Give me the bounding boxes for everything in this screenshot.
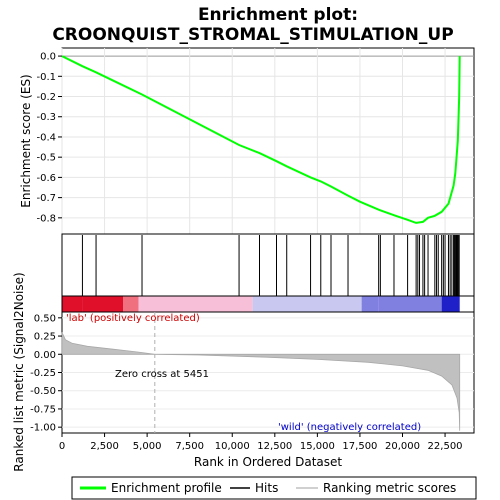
chart-title-line1: Enrichment plot: <box>198 5 358 25</box>
es-ytick-label: -0.6 <box>36 173 56 184</box>
ranked-ytick-label: 0.00 <box>34 350 56 361</box>
es-panel-gridlines <box>61 48 474 234</box>
es-ytick-label: 0.0 <box>40 52 56 63</box>
hits-group <box>81 235 460 296</box>
es-curve-group <box>61 55 461 224</box>
x-axis-ticks: 0 2,500 5,000 7,500 10,000 12,500 15,000 17,500… <box>59 433 463 452</box>
negative-correlation-label: 'wild' (negatively correlated) <box>278 422 421 433</box>
ranked-ytick-label: 0.25 <box>34 332 56 343</box>
ranked-panel-y-ticks: 0.50 0.25 0.00 -0.25 -0.50 -0.75 -1.00 <box>30 313 62 434</box>
x-tick-label: 22,500 <box>428 441 463 452</box>
hits-panel-frame <box>61 233 475 297</box>
legend-frame <box>71 476 477 500</box>
x-tick-label: 7,500 <box>175 441 204 452</box>
es-ytick-label: -0.2 <box>36 92 56 103</box>
x-tick-label: 17,500 <box>342 441 377 452</box>
x-tick-label: 0 <box>59 441 65 452</box>
ranked-ytick-label: 0.50 <box>34 313 56 324</box>
ranked-ytick-label: -1.00 <box>30 423 56 434</box>
x-tick-label: 10,000 <box>215 441 250 452</box>
ranked-ytick-label: -0.25 <box>30 368 56 379</box>
es-ytick-label: -0.7 <box>36 193 56 204</box>
es-ytick-label: -0.1 <box>36 72 56 83</box>
positive-correlation-label: 'lab' (positively correlated) <box>66 313 200 324</box>
ranked-metric-area <box>61 332 461 431</box>
legend-label-enrichment: Enrichment profile <box>111 481 222 495</box>
heatmap-segment <box>138 296 253 312</box>
rank-heatmap-bar <box>62 296 460 312</box>
chart-title-line2: CROONQUIST_STROMAL_STIMULATION_UP <box>52 25 453 45</box>
ranked-ytick-label: -0.50 <box>30 386 56 397</box>
heatmap-segment <box>378 296 442 312</box>
ranked-metric-area-path <box>61 332 461 431</box>
x-tick-label: 15,000 <box>300 441 335 452</box>
es-ytick-label: -0.5 <box>36 153 56 164</box>
heatmap-segment <box>123 296 139 312</box>
zero-cross-label: Zero cross at 5451 <box>115 369 209 380</box>
x-tick-label: 20,000 <box>385 441 420 452</box>
heatmap-segment <box>252 296 362 312</box>
es-ytick-label: -0.4 <box>36 132 56 143</box>
legend-label-ranking: Ranking metric scores <box>323 481 456 495</box>
x-axis-label: Rank in Ordered Dataset <box>194 455 342 469</box>
heatmap-segment <box>441 296 460 312</box>
es-ytick-label: -0.3 <box>36 112 56 123</box>
x-tick-label: 12,500 <box>257 441 292 452</box>
ranked-panel-ylabel: Ranked list metric (Signal2Noise) <box>12 272 26 471</box>
es-panel-ylabel: Enrichment score (ES) <box>19 74 33 207</box>
heatmap-segment <box>361 296 379 312</box>
legend-label-hits: Hits <box>255 481 278 495</box>
es-ytick-label: -0.8 <box>36 213 56 224</box>
legend: Enrichment profile Hits Ranking metric s… <box>71 476 477 500</box>
enrichment-profile-line <box>61 55 461 224</box>
ranked-ytick-label: -0.75 <box>30 404 56 415</box>
x-tick-label: 5,000 <box>133 441 162 452</box>
es-panel-y-ticks: 0.0 -0.1 -0.2 -0.3 -0.4 -0.5 -0.6 -0.7 -0.8 <box>36 52 62 224</box>
heatmap-segment <box>82 296 124 312</box>
x-tick-label: 2,500 <box>90 441 119 452</box>
heatmap-segment <box>62 296 83 312</box>
es-panel-frame <box>61 47 475 235</box>
